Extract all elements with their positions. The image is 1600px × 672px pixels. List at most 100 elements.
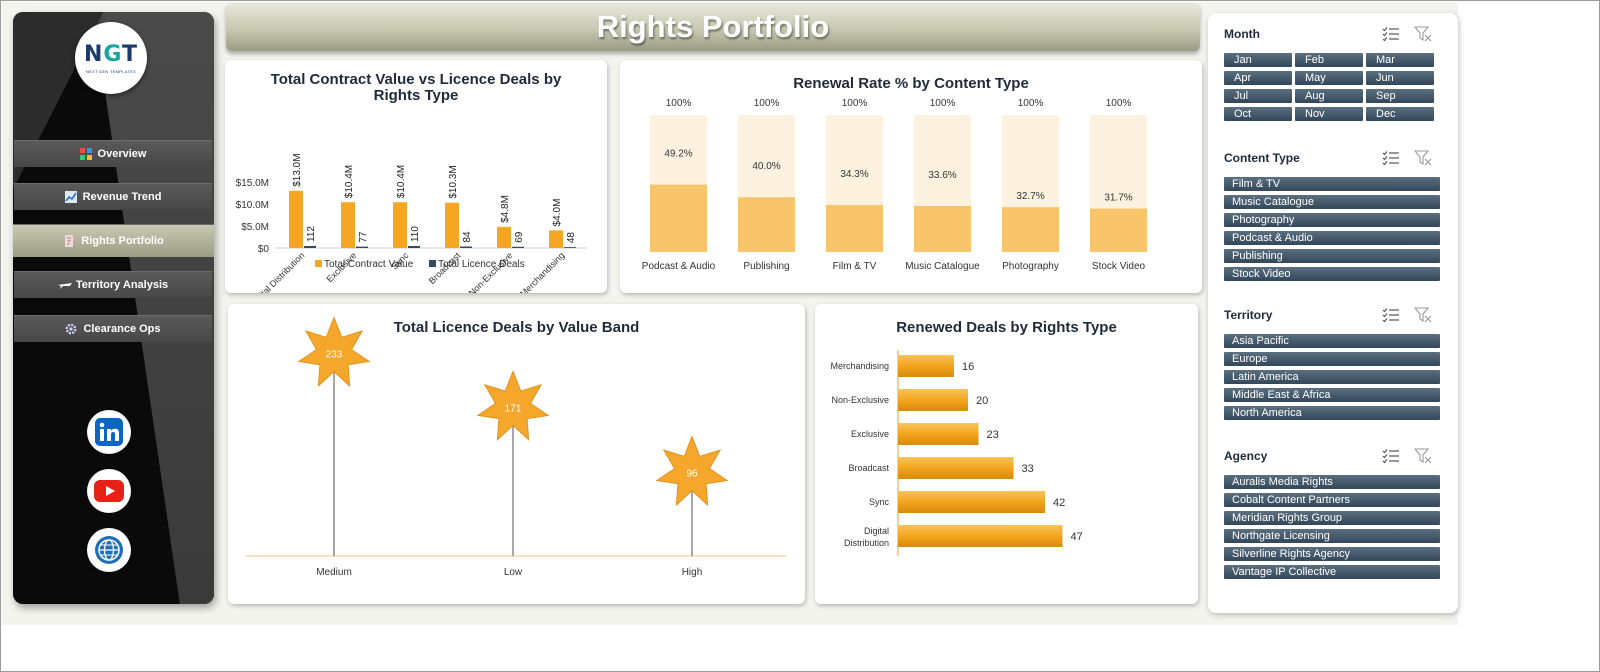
slicer-item[interactable]: Vantage IP Collective (1224, 565, 1440, 579)
y-tick-label: $0 (258, 244, 270, 255)
y-category-label: Sync (869, 497, 890, 507)
slicer-item[interactable]: Oct (1224, 107, 1292, 121)
renewed-deals-bar (898, 423, 979, 445)
contract-value-chart-card: Total Contract Value vs Licence Deals by… (225, 60, 607, 293)
x-category-label: Music Catalogue (905, 261, 980, 272)
deals-data-label: 110 (410, 226, 421, 242)
contract-value-bar (497, 226, 511, 248)
clear-filter-icon[interactable] (1413, 448, 1432, 464)
x-category-label: Publishing (743, 261, 789, 272)
website-link[interactable] (87, 528, 131, 572)
nav-territory-analysis[interactable]: Territory Analysis (14, 271, 212, 298)
x-category-label: Podcast & Audio (642, 261, 716, 272)
dashboard-sheet: NGT NEXT GEN TEMPLATES Overview Revenue … (2, 2, 1458, 625)
slicer-item[interactable]: Film & TV (1224, 177, 1440, 191)
slicer-header: Content Type (1224, 147, 1440, 171)
youtube-icon (94, 480, 124, 502)
slicer-item[interactable]: Cobalt Content Partners (1224, 493, 1440, 507)
slicer-item[interactable]: Photography (1224, 213, 1440, 227)
x-category-label: Stock Video (1092, 261, 1146, 272)
x-category-label: Merchandising (518, 250, 566, 293)
slicer-item[interactable]: Apr (1224, 71, 1292, 85)
nav-clearance-ops[interactable]: Clearance Ops (14, 315, 212, 342)
linkedin-icon (95, 418, 123, 446)
renewal-rate-chart: 100% 49.2% Podcast & Audio 100% 40.0% Publish… (642, 98, 1147, 272)
slicer-item[interactable]: Europe (1224, 352, 1440, 366)
sidebar: NGT NEXT GEN TEMPLATES Overview Revenue … (13, 12, 214, 604)
slicer-item[interactable]: Stock Video (1224, 267, 1440, 281)
slicer-item[interactable]: Mar (1366, 53, 1434, 67)
slicer-items: Auralis Media Rights Cobalt Content Partn… (1224, 475, 1440, 579)
multi-select-icon[interactable] (1382, 150, 1400, 166)
multi-select-icon[interactable] (1382, 307, 1400, 323)
slicer-item[interactable]: Podcast & Audio (1224, 231, 1440, 245)
y-tick-label: $5.0M (241, 222, 269, 233)
data-label: 233 (326, 349, 343, 360)
deals-data-label: 48 (566, 232, 577, 244)
slicer-header: Territory (1224, 304, 1440, 328)
slicer-territory: Territory Asia Pacific Europe Latin America… (1224, 304, 1440, 424)
slicer-item[interactable]: Jan (1224, 53, 1292, 67)
slicer-item[interactable]: Latin America (1224, 370, 1440, 384)
renewal-rate-bar (650, 184, 707, 252)
chart-title: Total Licence Deals by Value Band (393, 319, 640, 336)
slicer-item[interactable]: North America (1224, 406, 1440, 420)
x-category-label: Digital Distribution (248, 250, 306, 293)
slicer-item[interactable]: Meridian Rights Group (1224, 511, 1440, 525)
slicer-item[interactable]: Jun (1366, 71, 1434, 85)
linkedin-link[interactable] (87, 410, 131, 454)
chart-title: Renewal Rate % by Content Type (793, 75, 1029, 92)
contract-value-bar (289, 190, 303, 248)
y-category-label: Distribution (844, 538, 889, 548)
slicer-item[interactable]: Middle East & Africa (1224, 388, 1440, 402)
x-category-label: Non-Exclusive (467, 250, 515, 293)
legend-swatch-deals (429, 260, 436, 267)
slicer-item[interactable]: Silverline Rights Agency (1224, 547, 1440, 561)
chart-title: Total Contract Value vs Licence Deals by… (270, 71, 562, 104)
document-icon (63, 235, 75, 247)
slicer-item[interactable]: Jul (1224, 89, 1292, 103)
slicer-item[interactable]: Auralis Media Rights (1224, 475, 1440, 489)
multi-select-icon[interactable] (1382, 26, 1400, 42)
data-label: 171 (505, 403, 522, 414)
x-category-label: Medium (316, 567, 352, 578)
slicer-item[interactable]: May (1295, 71, 1363, 85)
star-marker (655, 435, 729, 507)
slicer-agency: Agency Auralis Media Rights Cobalt Content… (1224, 445, 1440, 583)
clear-filter-icon[interactable] (1413, 150, 1432, 166)
slicer-item[interactable]: Feb (1295, 53, 1363, 67)
slicer-title: Agency (1224, 449, 1268, 463)
value-band-chart: 233 Medium 171 Low 96 High (246, 316, 786, 578)
clear-filter-icon[interactable] (1413, 307, 1432, 323)
slicer-item[interactable]: Asia Pacific (1224, 334, 1440, 348)
data-label: 23 (987, 429, 999, 441)
deals-data-label: 84 (462, 231, 473, 243)
nav-rights-portfolio[interactable]: Rights Portfolio (13, 224, 214, 257)
globe-icon (95, 536, 123, 564)
licence-deals-bar (408, 246, 420, 248)
data-label: 33 (1022, 463, 1034, 475)
deals-data-label: 69 (514, 231, 525, 243)
total-data-label: 100% (754, 98, 780, 109)
value-data-label: $10.3M (448, 165, 459, 198)
nav-overview[interactable]: Overview (14, 140, 212, 167)
slicer-item[interactable]: Dec (1366, 107, 1434, 121)
slicer-title: Month (1224, 27, 1260, 41)
clear-filter-icon[interactable] (1413, 26, 1432, 42)
legend-label: Total Contract Value (324, 259, 414, 270)
multi-select-icon[interactable] (1382, 448, 1400, 464)
renewal-rate-bar (914, 205, 971, 252)
renewal-rate-bar (738, 197, 795, 252)
licence-deals-bar (356, 246, 368, 248)
renewal-rate-bar (1090, 208, 1147, 252)
page-title: Rights Portfolio (596, 9, 830, 44)
slicer-item[interactable]: Sep (1366, 89, 1434, 103)
slicer-item[interactable]: Northgate Licensing (1224, 529, 1440, 543)
slicer-item[interactable]: Nov (1295, 107, 1363, 121)
slicer-item[interactable]: Aug (1295, 89, 1363, 103)
nav-revenue-trend[interactable]: Revenue Trend (14, 183, 212, 210)
slicer-item[interactable]: Music Catalogue (1224, 195, 1440, 209)
youtube-link[interactable] (87, 469, 131, 513)
slicer-item[interactable]: Publishing (1224, 249, 1440, 263)
value-data-label: $4.0M (552, 199, 563, 227)
